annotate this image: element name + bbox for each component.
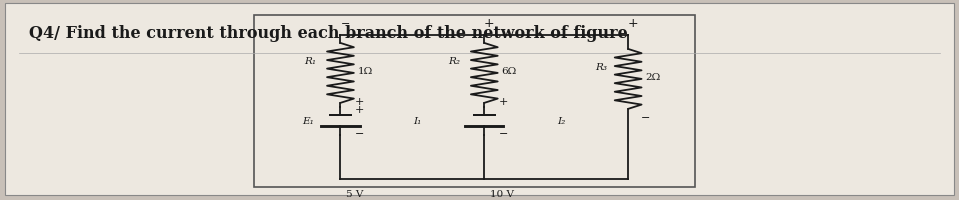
Text: 10 V: 10 V (489, 189, 514, 198)
Text: 6Ω: 6Ω (502, 67, 517, 76)
Bar (254, 16, 695, 187)
Text: 1Ω: 1Ω (358, 67, 373, 76)
Text: R₃: R₃ (595, 63, 607, 72)
Text: −: − (641, 112, 650, 122)
Text: −: − (355, 128, 364, 138)
Text: +: + (627, 17, 639, 30)
Text: 5 V: 5 V (346, 189, 363, 198)
Text: +: + (483, 17, 495, 30)
Text: +: + (355, 104, 364, 114)
Text: I₁: I₁ (413, 117, 421, 126)
Text: −: − (340, 19, 350, 29)
Text: Q4/ Find the current through each branch of the network of figure: Q4/ Find the current through each branch… (29, 25, 627, 42)
Text: R₂: R₂ (448, 57, 460, 66)
Text: −: − (499, 128, 508, 138)
Text: E₁: E₁ (302, 117, 314, 126)
Text: 2Ω: 2Ω (645, 73, 661, 82)
Text: +: + (499, 96, 508, 106)
Text: R₁: R₁ (304, 57, 316, 66)
FancyBboxPatch shape (5, 4, 954, 195)
Text: +: + (355, 96, 364, 106)
Text: I₂: I₂ (557, 117, 565, 126)
